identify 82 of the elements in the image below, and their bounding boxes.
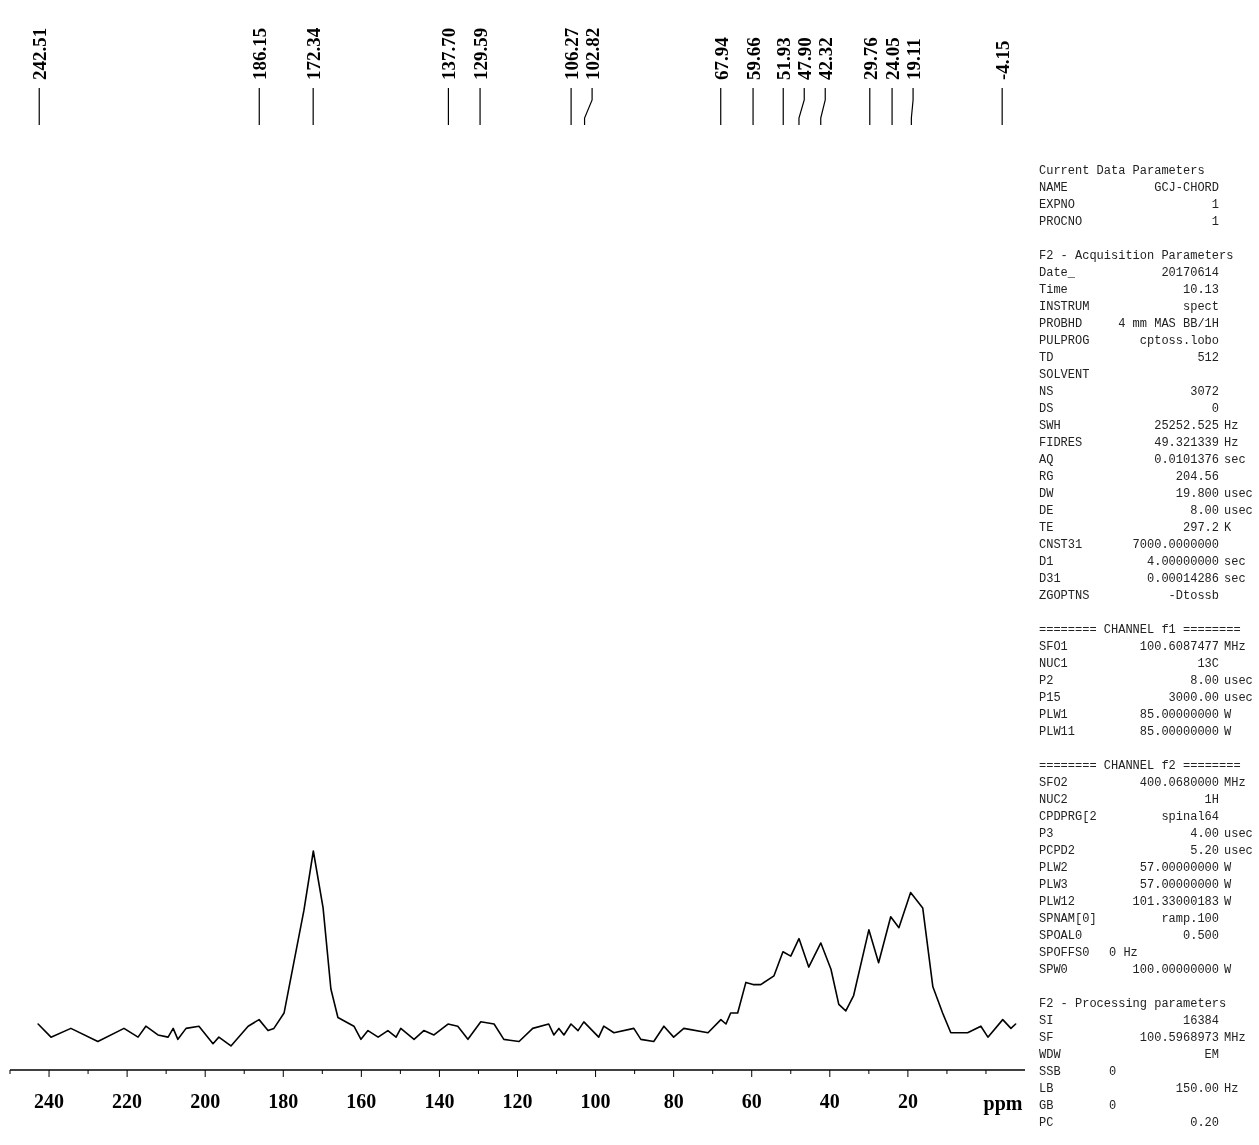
text: PLW12 101.33000183 W: [1039, 895, 1232, 909]
text: D31 0.00014286 sec: [1039, 572, 1246, 586]
text: Date_ 20170614: [1039, 266, 1219, 280]
text: PLW1 85.00000000 W: [1039, 708, 1232, 722]
text: PLW3 57.00000000 W: [1039, 878, 1232, 892]
x-tick-label: 60: [741, 1090, 762, 1112]
annotation: 172.34: [303, 27, 325, 80]
text: CPDPRG[2 spinal64: [1039, 810, 1219, 824]
text: DS 0: [1039, 402, 1219, 416]
text: FIDRES 49.321339 Hz: [1039, 436, 1239, 450]
text: ======== CHANNEL f1 ========: [1039, 623, 1241, 637]
x-tick-label: 20: [897, 1090, 918, 1112]
text: ZGOPTNS -Dtossb: [1039, 589, 1219, 603]
text: PROCNO 1: [1039, 215, 1219, 229]
x-tick-label: 140: [424, 1090, 455, 1112]
text: F2 - Processing parameters: [1039, 997, 1227, 1011]
text: NUC2 1H: [1039, 793, 1219, 807]
annotation: 186.15: [249, 27, 271, 80]
text: PLW11 85.00000000 W: [1039, 725, 1232, 739]
text: D1 4.00000000 sec: [1039, 555, 1246, 569]
annotation: 47.90: [794, 37, 816, 80]
text: NUC1 13C: [1039, 657, 1219, 671]
text: LB 150.00 Hz: [1039, 1082, 1239, 1096]
text: SF 100.5968973 MHz: [1039, 1031, 1246, 1045]
text: P2 8.00 usec: [1039, 674, 1253, 688]
text: RG 204.56: [1039, 470, 1219, 484]
text: INSTRUM spect: [1039, 300, 1219, 314]
text: PROBHD 4 mm MAS BB/1H: [1039, 317, 1219, 331]
text: AQ 0.0101376 sec: [1039, 453, 1246, 467]
text: SSB 0: [1039, 1065, 1117, 1079]
text: SI 16384: [1039, 1014, 1219, 1028]
text: NAME GCJ-CHORD: [1039, 181, 1219, 195]
text: SPW0 100.00000000 W: [1039, 963, 1232, 977]
text: SWH 25252.525 Hz: [1039, 419, 1239, 433]
annotation: 242.51: [29, 27, 51, 80]
text: TD 512: [1039, 351, 1219, 365]
text: Time 10.13: [1039, 283, 1219, 297]
text: PCPD2 5.20 usec: [1039, 844, 1253, 858]
x-tick-label: 200: [190, 1090, 221, 1112]
annotation: 137.70: [438, 27, 460, 80]
text: PULPROG cptoss.lobo: [1039, 334, 1219, 348]
x-tick-label: 240: [34, 1090, 65, 1112]
text: SFO1 100.6087477 MHz: [1039, 640, 1246, 654]
x-tick-label: 100: [580, 1090, 611, 1112]
text: P3 4.00 usec: [1039, 827, 1253, 841]
x-axis-title: ppm: [983, 1092, 1023, 1115]
text: SFO2 400.0680000 MHz: [1039, 776, 1246, 790]
text: NS 3072: [1039, 385, 1219, 399]
x-tick-label: 160: [346, 1090, 377, 1112]
annotation: -4.15: [992, 40, 1014, 80]
text: GB 0: [1039, 1099, 1117, 1113]
annotation: 67.94: [710, 36, 732, 80]
x-tick-label: 80: [663, 1090, 684, 1112]
text: DE 8.00 usec: [1039, 504, 1253, 518]
text: Current Data Parameters: [1039, 164, 1205, 178]
annotation: 106.27: [561, 27, 583, 80]
text: F2 - Acquisition Parameters: [1039, 249, 1234, 263]
text: PC 0.20: [1039, 1116, 1219, 1130]
annotation: 102.82: [582, 27, 604, 80]
text: SPOFFS0 0 Hz: [1039, 946, 1138, 960]
text: CNST31 7000.0000000: [1039, 538, 1219, 552]
annotation: 29.76: [859, 37, 881, 80]
annotation: 129.59: [470, 27, 492, 80]
text: P15 3000.00 usec: [1039, 691, 1253, 705]
x-tick-label: 120: [502, 1090, 533, 1112]
x-tick-label: 40: [819, 1090, 840, 1112]
annotation: 51.93: [773, 37, 795, 80]
annotation: 19.11: [903, 38, 925, 80]
text: SOLVENT: [1039, 368, 1090, 382]
text: TE 297.2 K: [1039, 521, 1232, 535]
text: WDW EM: [1039, 1048, 1219, 1062]
annotation: 42.32: [815, 37, 837, 80]
text: ======== CHANNEL f2 ========: [1039, 759, 1241, 773]
annotation: 59.66: [743, 37, 765, 80]
x-tick-label: 220: [112, 1090, 143, 1112]
text: DW 19.800 usec: [1039, 487, 1253, 501]
text: SPOAL0 0.500: [1039, 929, 1219, 943]
annotation: 24.05: [882, 37, 904, 80]
text: EXPNO 1: [1039, 198, 1219, 212]
text: SPNAM[0] ramp.100: [1039, 912, 1219, 926]
x-tick-label: 180: [268, 1090, 299, 1112]
text: PLW2 57.00000000 W: [1039, 861, 1232, 875]
